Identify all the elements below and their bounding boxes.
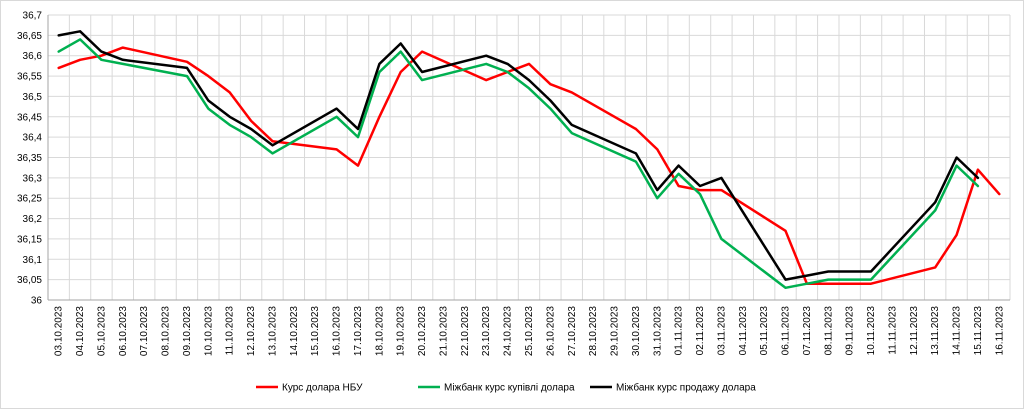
x-tick-label: 04.11.2023	[738, 306, 749, 356]
series-line-1	[57, 46, 1001, 285]
y-tick-label: 36,25	[17, 194, 42, 205]
x-tick-label: 16.10.2023	[332, 306, 343, 356]
x-tick-label: 23.10.2023	[481, 306, 492, 356]
y-tick-label: 36,05	[17, 275, 42, 286]
x-tick-label: 06.10.2023	[118, 306, 129, 356]
x-tick-label: 11.11.2023	[887, 306, 898, 355]
x-tick-label: 22.10.2023	[460, 306, 471, 356]
y-tick-label: 36,6	[23, 51, 43, 62]
x-tick-label: 15.10.2023	[310, 306, 321, 356]
x-tick-label: 11.10.2023	[225, 306, 236, 356]
y-tick-label: 36,65	[17, 31, 42, 42]
y-tick-label: 36,45	[17, 112, 42, 123]
x-tick-label: 17.10.2023	[353, 306, 364, 356]
x-tick-label: 18.10.2023	[374, 306, 385, 356]
x-tick-label: 02.11.2023	[695, 306, 706, 356]
x-tick-label: 06.11.2023	[781, 306, 792, 356]
x-tick-label: 04.10.2023	[75, 306, 86, 356]
x-tick-label: 13.10.2023	[267, 306, 278, 356]
y-tick-label: 36,2	[23, 214, 43, 225]
x-tick-label: 03.10.2023	[54, 306, 65, 356]
y-tick-label: 36	[31, 296, 43, 307]
x-tick-label: 07.10.2023	[139, 306, 150, 356]
x-tick-label: 19.10.2023	[396, 306, 407, 356]
series-layer	[57, 30, 1001, 290]
legend-label: Курс долара НБУ	[282, 383, 363, 394]
x-tick-label: 25.10.2023	[524, 306, 535, 356]
y-tick-label: 36,7	[23, 11, 43, 22]
x-tick-label: 14.11.2023	[952, 306, 963, 356]
x-tick-label: 27.10.2023	[567, 306, 578, 356]
x-tick-label: 05.11.2023	[759, 306, 770, 356]
series-line-2	[57, 38, 980, 290]
x-tick-label: 29.10.2023	[610, 306, 621, 356]
y-tick-label: 36,5	[23, 92, 43, 103]
x-tick-label: 10.10.2023	[203, 306, 214, 356]
x-tick-label: 20.10.2023	[417, 306, 428, 356]
legend-label: Міжбанк курс продажу долара	[616, 382, 756, 394]
x-tick-label: 12.11.2023	[909, 306, 920, 356]
y-tick-label: 36,15	[17, 234, 42, 245]
y-tick-label: 36,3	[23, 173, 43, 184]
y-tick-label: 36,4	[23, 133, 43, 144]
x-tick-label: 31.10.2023	[652, 306, 663, 356]
x-tick-label: 01.11.2023	[674, 306, 685, 356]
x-tick-label: 15.11.2023	[973, 306, 984, 356]
axis-layer: 36 36,05 36,1 36,15 36,2 36,25 36,3 36,35 36,4 36…	[17, 11, 1010, 356]
x-tick-label: 21.10.2023	[438, 306, 449, 356]
x-tick-label: 10.11.2023	[866, 306, 877, 356]
x-tick-label: 16.11.2023	[994, 306, 1005, 356]
x-tick-label: 14.10.2023	[289, 306, 300, 356]
y-tick-label: 36,55	[17, 72, 42, 83]
x-tick-label: 09.11.2023	[845, 306, 856, 356]
legend-label: Міжбанк курс купівлі долара	[444, 382, 575, 394]
legend: Курс долара НБУ Міжбанк курс купівлі дола…	[256, 382, 756, 394]
x-tick-label: 13.11.2023	[930, 306, 941, 356]
x-tick-label: 09.10.2023	[182, 306, 193, 356]
y-tick-label: 36,1	[23, 255, 43, 266]
x-tick-label: 26.10.2023	[545, 306, 556, 356]
x-tick-label: 08.10.2023	[161, 306, 172, 356]
series-line-3	[57, 30, 980, 281]
x-tick-label: 28.10.2023	[588, 306, 599, 356]
x-tick-label: 12.10.2023	[246, 306, 257, 356]
y-tick-label: 36,35	[17, 153, 42, 164]
x-tick-label: 24.10.2023	[503, 306, 514, 356]
x-tick-label: 03.11.2023	[716, 306, 727, 356]
x-tick-label: 05.10.2023	[96, 306, 107, 356]
x-tick-label: 08.11.2023	[823, 306, 834, 356]
x-tick-label: 07.11.2023	[802, 306, 813, 356]
x-tick-label: 30.10.2023	[631, 306, 642, 356]
